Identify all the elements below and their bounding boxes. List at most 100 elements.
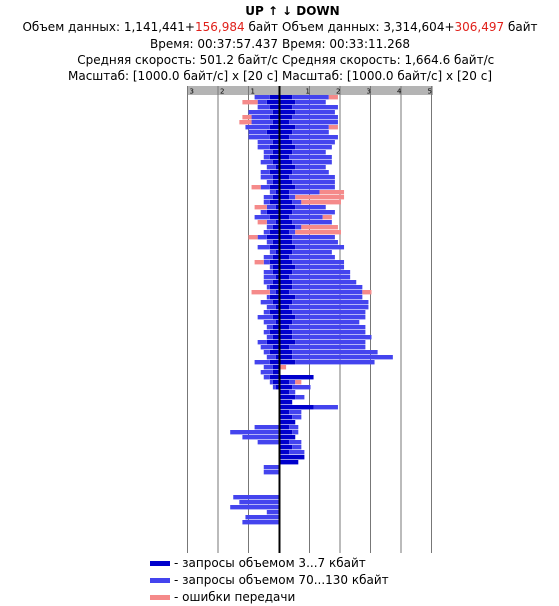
down-bar-small-67 <box>280 430 293 435</box>
up-bar-error-4 <box>242 115 252 120</box>
down-bar-large-22 <box>295 205 326 210</box>
up-bar-small-20 <box>272 195 279 200</box>
down-volume-value: 3,314,604+ <box>383 20 455 34</box>
down-bar-small-27 <box>280 230 290 235</box>
down-bar-large-13 <box>292 160 332 165</box>
down-bar-small-40 <box>280 295 296 300</box>
up-bar-small-42 <box>275 305 279 310</box>
up-bar-small-40 <box>269 295 279 300</box>
up-bar-small-37 <box>272 280 279 285</box>
up-bar-error-28 <box>248 235 258 240</box>
down-bar-large-38 <box>292 285 363 290</box>
up-bar-large-4 <box>251 115 270 120</box>
up-bar-small-7 <box>266 130 279 135</box>
up-bar-large-45 <box>263 320 276 325</box>
up-bar-small-38 <box>269 285 279 290</box>
down-bar-small-15 <box>280 170 293 175</box>
up-bar-large-47 <box>263 330 270 335</box>
down-bar-small-47 <box>280 330 293 335</box>
down-bar-small-61 <box>280 400 293 405</box>
down-bar-small-35 <box>280 270 293 275</box>
up-bar-small-1 <box>266 100 279 105</box>
legend-item-error: - ошибки передачи <box>150 589 295 605</box>
up-bar-large-35 <box>263 270 273 275</box>
down-bar-large-69 <box>289 440 302 445</box>
down-bar-small-49 <box>280 340 296 345</box>
down-bar-large-17 <box>292 180 335 185</box>
up-bar-small-16 <box>272 175 279 180</box>
up-bar-large-2 <box>257 105 270 110</box>
up-bar-large-53 <box>254 360 270 365</box>
down-bar-error-19 <box>319 190 345 195</box>
up-bar-large-44 <box>257 315 273 320</box>
up-bar-small-45 <box>275 320 279 325</box>
down-bar-small-46 <box>280 325 290 330</box>
up-bar-small-52 <box>275 355 279 360</box>
up-bar-small-18 <box>269 185 279 190</box>
down-bar-small-72 <box>280 455 305 460</box>
up-bar-large-48 <box>266 335 273 340</box>
up-bar-large-36 <box>263 275 276 280</box>
up-arrow-icon: ↑ <box>267 4 278 18</box>
down-bar-small-7 <box>280 130 293 135</box>
tick-label-down-4: 4 <box>397 88 402 96</box>
down-bar-small-24 <box>280 215 290 220</box>
up-bar-small-43 <box>269 310 279 315</box>
up-bar-large-49 <box>257 340 267 345</box>
up-bar-large-39 <box>269 290 276 295</box>
up-bar-small-51 <box>269 350 279 355</box>
up-bar-small-24 <box>269 215 279 220</box>
down-bar-small-62 <box>280 405 314 410</box>
down-bar-error-21 <box>301 200 341 205</box>
up-bar-small-13 <box>272 160 279 165</box>
up-bar-large-66 <box>254 425 279 430</box>
up-bar-large-27 <box>263 230 270 235</box>
down-bar-large-71 <box>289 450 305 455</box>
down-bar-small-20 <box>280 195 290 200</box>
up-bar-large-85 <box>242 520 279 525</box>
up-bar-small-55 <box>272 370 279 375</box>
down-bar-small-42 <box>280 305 290 310</box>
up-time: Время: 00:37:57.437 <box>150 37 278 51</box>
up-bar-large-17 <box>266 180 273 185</box>
legend-swatch-large <box>150 578 170 583</box>
down-bar-large-20 <box>289 195 296 200</box>
up-bar-error-1 <box>242 100 258 105</box>
down-bar-small-37 <box>280 280 293 285</box>
down-bar-small-14 <box>280 165 296 170</box>
down-bar-large-53 <box>295 360 375 365</box>
down-bar-large-28 <box>292 235 335 240</box>
up-bar-small-56 <box>269 375 279 380</box>
down-bar-small-53 <box>280 360 296 365</box>
down-scale: Масштаб: [1000.0 байт/с] x [20 с] <box>282 69 493 83</box>
down-bar-large-42 <box>289 305 369 310</box>
legend-swatch-small <box>150 561 170 566</box>
down-bar-large-25 <box>292 220 332 225</box>
up-bar-large-40 <box>266 295 270 300</box>
down-bar-large-2 <box>292 105 338 110</box>
down-bar-error-20 <box>295 195 345 200</box>
down-bar-large-5 <box>289 120 338 125</box>
down-bar-small-25 <box>280 220 293 225</box>
up-bar-small-57 <box>272 380 279 385</box>
up-bar-large-37 <box>263 280 273 285</box>
axis-band <box>188 86 433 95</box>
down-bar-large-40 <box>295 295 363 300</box>
up-bar-large-11 <box>263 150 273 155</box>
down-bar-small-65 <box>280 420 296 425</box>
down-bar-small-28 <box>280 235 293 240</box>
down-bar-large-47 <box>292 330 366 335</box>
up-bar-small-53 <box>269 360 279 365</box>
up-bar-large-74 <box>263 465 279 470</box>
down-bar-small-66 <box>280 425 290 430</box>
down-bar-small-26 <box>280 225 296 230</box>
up-title: UP ↑ <box>245 3 278 19</box>
down-bar-small-59 <box>280 390 290 395</box>
down-bar-large-37 <box>292 280 357 285</box>
up-bar-small-41 <box>272 300 279 305</box>
down-bar-small-3 <box>280 110 296 115</box>
down-bar-large-8 <box>289 135 338 140</box>
up-bar-large-6 <box>245 125 270 130</box>
down-bar-small-41 <box>280 300 293 305</box>
